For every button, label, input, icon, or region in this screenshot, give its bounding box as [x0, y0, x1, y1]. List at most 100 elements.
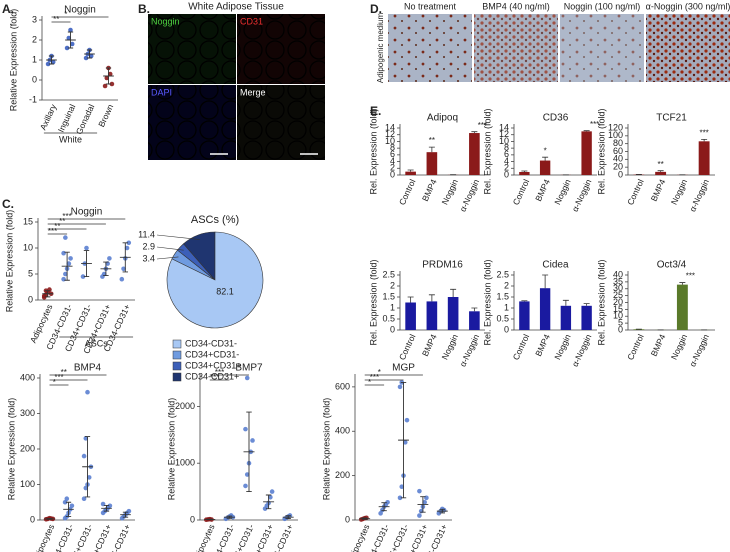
significance-label: *** — [590, 120, 599, 129]
x-tick-label: Control — [511, 332, 532, 361]
y-tick-label: 20 — [613, 297, 623, 307]
error-bar — [65, 31, 76, 49]
error-bar — [407, 296, 414, 303]
x-tick-label: α-Noggin — [458, 332, 482, 368]
leader-line — [156, 256, 179, 260]
chart-title: ASCs (%) — [191, 214, 239, 226]
error-bar — [521, 300, 528, 302]
data-point — [61, 250, 66, 256]
legend-label: CD34+CD31+ — [185, 360, 242, 370]
legend-swatch — [172, 372, 182, 382]
y-tick-label: 15 — [23, 216, 33, 226]
image-header: BMP4 (40 ng/ml) — [482, 1, 550, 11]
image-texture — [388, 14, 472, 82]
x-tick-label: Adipocytes — [190, 523, 217, 552]
image-header: α-Noggin (300 ng/ml) — [646, 1, 730, 11]
x-tick-label: Gonadal — [74, 102, 97, 135]
y-tick-label: 1 — [390, 302, 395, 312]
y-tick-label: 40 — [613, 269, 623, 279]
significance-label: *** — [215, 368, 224, 377]
error-bar — [436, 508, 448, 514]
y-tick-label: 600 — [335, 381, 350, 391]
y-tick-label: 200 — [335, 470, 350, 480]
y-tick-label: 200 — [20, 443, 35, 453]
data-point — [250, 438, 255, 443]
y-tick-label: 0 — [504, 324, 509, 334]
error-bar — [44, 518, 55, 520]
x-tick-label: Noggin — [440, 332, 461, 361]
data-point — [66, 35, 72, 41]
x-tick-label: Noggin — [669, 177, 690, 206]
error-bar — [82, 436, 93, 498]
data-point — [244, 472, 250, 477]
significance-label: *** — [478, 121, 487, 130]
data-point — [88, 53, 94, 59]
image-header: Noggin (100 ng/ml) — [564, 1, 641, 11]
error-bar — [263, 494, 275, 510]
bar — [447, 297, 459, 330]
image-texture — [474, 14, 558, 82]
error-bar — [243, 411, 255, 493]
image-header: No treatment — [404, 1, 457, 11]
significance-label: * — [368, 378, 371, 387]
y-tick-label: 14 — [385, 122, 395, 132]
y-tick-label: 0 — [618, 169, 623, 179]
y-axis-label: Relative Expression (fold) — [6, 398, 16, 501]
y-axis-label: Rel. Expression (fold) — [482, 108, 492, 194]
y-tick-label: 0 — [190, 514, 195, 524]
legend-label: CD34+CD31- — [185, 349, 239, 359]
image-side-label: Adipogenic medium — [376, 13, 385, 84]
chart-title: TCF21 — [656, 113, 687, 124]
axis-line — [627, 271, 715, 331]
error-bar — [101, 504, 112, 512]
x-tick-label: α-Noggin — [687, 332, 711, 368]
data-point — [397, 495, 403, 501]
data-point — [243, 426, 248, 432]
data-point — [45, 61, 51, 67]
y-axis-label: Relative Expression (fold) — [321, 398, 331, 501]
significance-label: *** — [62, 212, 71, 221]
y-tick-label: 100 — [20, 479, 35, 489]
y-tick-label: 1.5 — [496, 291, 509, 301]
leader-line — [156, 246, 184, 251]
error-bar — [378, 502, 390, 512]
data-point — [68, 27, 73, 33]
bar — [581, 131, 592, 175]
legend-swatch — [172, 350, 182, 360]
y-tick-label: 8 — [390, 143, 395, 153]
bar — [633, 329, 645, 330]
significance-label: ** — [53, 15, 59, 24]
image-label: Merge — [240, 87, 266, 97]
data-point — [69, 41, 75, 47]
slice-label: 3.4 — [142, 253, 155, 263]
bar — [469, 311, 480, 330]
data-point — [268, 494, 273, 500]
y-tick-label: 0 — [32, 74, 37, 84]
data-point — [81, 453, 87, 459]
x-tick-label: Brown — [96, 102, 115, 128]
data-point — [244, 375, 250, 381]
y-tick-label: 60 — [613, 146, 623, 156]
chart-title: Oct3/4 — [657, 260, 687, 271]
chart-title: Noggin — [64, 5, 96, 16]
y-tick-label: 12 — [499, 129, 509, 139]
x-tick-label: Noggin — [552, 177, 573, 206]
x-tick-label: Adipocytes — [30, 523, 57, 552]
data-point — [84, 245, 89, 251]
data-point — [385, 499, 390, 505]
chart-title: Adipoq — [427, 113, 458, 124]
data-point — [126, 240, 132, 246]
data-point — [397, 384, 403, 390]
bar — [426, 152, 438, 175]
group-label: White — [59, 134, 82, 144]
y-tick-label: 0 — [28, 294, 33, 304]
bar — [539, 288, 551, 330]
error-bar — [359, 517, 371, 520]
error-bar — [583, 130, 590, 132]
x-tick-label: Control — [625, 332, 646, 361]
y-tick-label: 8 — [504, 143, 509, 153]
significance-label: ** — [61, 368, 67, 377]
x-tick-label: BMP4 — [533, 177, 552, 202]
data-point — [404, 417, 410, 423]
